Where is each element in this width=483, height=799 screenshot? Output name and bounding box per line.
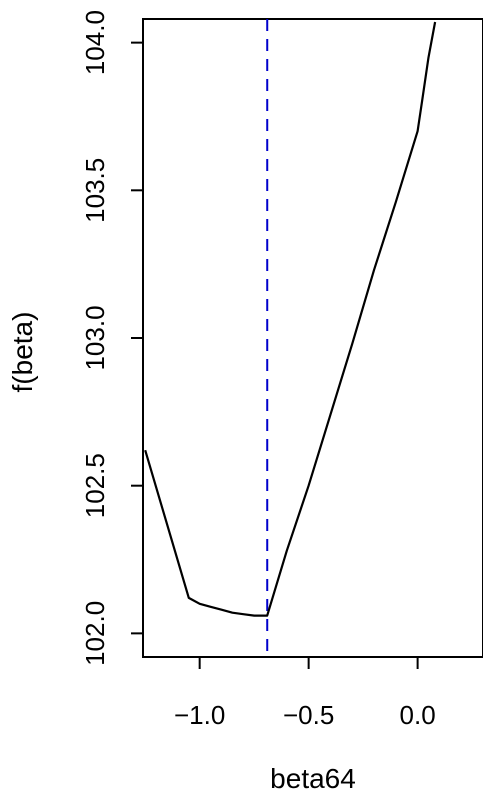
y-tick-label: 104.0	[80, 10, 110, 75]
y-tick-label: 103.5	[80, 158, 110, 223]
x-axis: −1.0 −0.5 0.0	[174, 656, 436, 730]
y-tick-label: 102.5	[80, 453, 110, 518]
y-axis: 102.0 102.5 103.0 103.5 104.0	[80, 10, 144, 666]
x-axis-label: beta64	[270, 763, 356, 794]
series-line	[144, 21, 437, 617]
x-tick-label: −0.5	[283, 700, 334, 730]
plot-frame	[142, 18, 483, 658]
y-axis-label: f(beta)	[7, 312, 38, 393]
y-tick-label: 103.0	[80, 305, 110, 370]
x-tick-label: 0.0	[400, 700, 436, 730]
y-tick-label: 102.0	[80, 601, 110, 666]
series-layer	[144, 21, 437, 617]
x-tick-label: −1.0	[174, 700, 225, 730]
